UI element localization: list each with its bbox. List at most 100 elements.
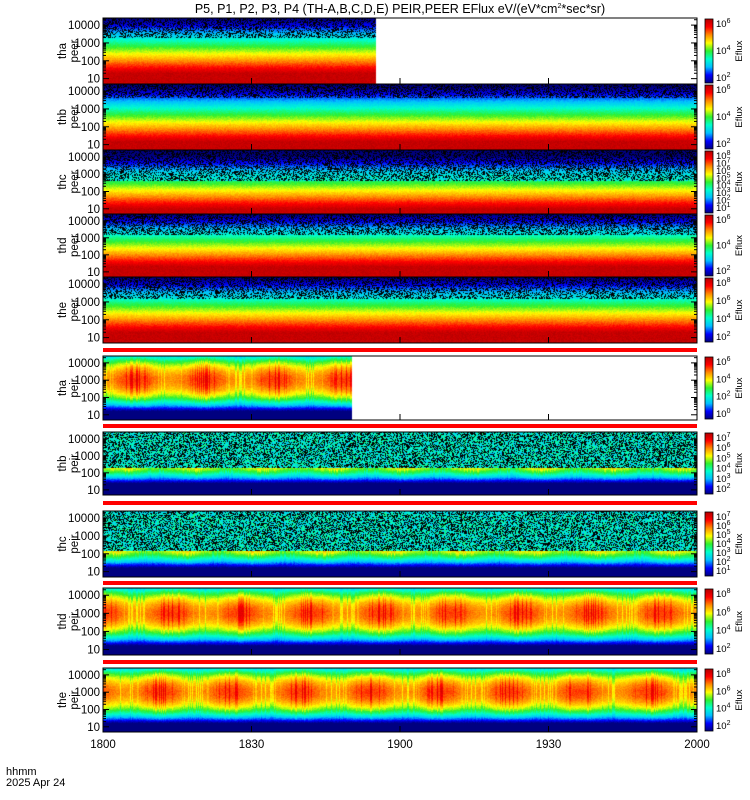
colorbar-tick-label: 108 bbox=[716, 277, 731, 289]
status-bar bbox=[103, 348, 697, 352]
colorbar-tick-label: 106 bbox=[716, 295, 731, 307]
colorbar bbox=[704, 356, 714, 420]
x-tick-label: 2000 bbox=[684, 739, 710, 751]
colorbar-tick-label: 107 bbox=[716, 157, 731, 169]
y-label-probe: tha bbox=[57, 379, 69, 396]
colorbar-tick-label: 104 bbox=[716, 111, 731, 123]
colorbar-tick-label: 103 bbox=[716, 547, 731, 559]
y-tick-label: 10 bbox=[87, 74, 100, 86]
y-tick-label: 1000 bbox=[74, 687, 100, 699]
y-label-probe: thb bbox=[57, 109, 69, 125]
spectrogram-image bbox=[103, 277, 697, 343]
y-tick-label: 1000 bbox=[74, 233, 100, 245]
colorbar-tick-label: 106 bbox=[716, 356, 731, 368]
colorbar-tick-label: 104 bbox=[716, 463, 731, 475]
colorbar bbox=[704, 432, 714, 495]
y-label-species: peir bbox=[69, 378, 81, 397]
colorbar-tick-label: 102 bbox=[716, 391, 731, 403]
y-label-probe: thd bbox=[57, 238, 69, 254]
y-label-probe: the bbox=[57, 692, 69, 708]
y-tick-label: 1000 bbox=[74, 531, 100, 543]
colorbar-tick-label: 106 bbox=[716, 18, 731, 30]
colorbar bbox=[704, 277, 714, 343]
y-tick-label: 10 bbox=[87, 485, 100, 497]
colorbar-tick-label: 101 bbox=[716, 202, 731, 214]
y-tick-label: 100 bbox=[81, 704, 100, 716]
colorbar-label: Eflux bbox=[734, 611, 745, 632]
figure-title: P5, P1, P2, P3, P4 (TH-A,B,C,D,E) PEIR,P… bbox=[195, 2, 605, 16]
colorbar-label: Eflux bbox=[734, 533, 745, 554]
y-tick-label: 10 bbox=[87, 140, 100, 152]
colorbar-tick-label: 106 bbox=[716, 520, 731, 532]
colorbar-tick-label: 104 bbox=[716, 625, 731, 637]
y-label-probe: thb bbox=[57, 456, 69, 472]
x-tick-label: 1800 bbox=[90, 739, 116, 751]
y-label-probe: tha bbox=[57, 42, 69, 59]
y-label-species: peer bbox=[69, 105, 81, 128]
y-tick-label: 1000 bbox=[74, 297, 100, 309]
colorbar-tick-label: 106 bbox=[716, 606, 731, 618]
y-tick-label: 10000 bbox=[68, 434, 100, 446]
time-axis-label-line2: 2025 Apr 24 bbox=[6, 777, 65, 789]
y-label-probe: thd bbox=[57, 614, 69, 630]
y-label-species: peir bbox=[69, 534, 81, 553]
spectrogram-image bbox=[103, 18, 697, 84]
y-label-species: peer bbox=[69, 170, 81, 193]
y-tick-label: 1000 bbox=[74, 608, 100, 620]
spectrogram-image bbox=[103, 84, 697, 150]
y-tick-label: 1000 bbox=[74, 104, 100, 116]
colorbar-tick-label: 108 bbox=[716, 668, 731, 680]
colorbar-tick-label: 106 bbox=[716, 214, 731, 226]
colorbar-tick-label: 105 bbox=[716, 172, 731, 184]
y-tick-label: 10 bbox=[87, 333, 100, 345]
colorbar-tick-label: 102 bbox=[716, 72, 731, 84]
y-tick-label: 10 bbox=[87, 410, 100, 422]
colorbar-label: Eflux bbox=[734, 106, 745, 127]
y-tick-label: 10 bbox=[87, 204, 100, 216]
time-axis-label-line1: hhmm bbox=[6, 766, 37, 778]
spectrogram-image bbox=[103, 432, 697, 495]
y-tick-label: 10000 bbox=[68, 152, 100, 164]
colorbar-tick-label: 103 bbox=[716, 187, 731, 199]
colorbar-tick-label: 103 bbox=[716, 473, 731, 485]
y-tick-label: 10000 bbox=[68, 279, 100, 291]
colorbar-tick-label: 104 bbox=[716, 538, 731, 550]
colorbar-tick-label: 106 bbox=[716, 165, 731, 177]
panel-thc-peir: 10 100 1000 10000 thc peir 1071061051041031021… bbox=[57, 510, 745, 585]
y-tick-label: 10 bbox=[87, 567, 100, 579]
y-label-probe: thc bbox=[57, 174, 69, 190]
colorbar-tick-label: 104 bbox=[716, 240, 731, 252]
status-bar bbox=[103, 660, 697, 664]
y-label-species: peir bbox=[69, 454, 81, 473]
x-tick-label: 1830 bbox=[239, 739, 265, 751]
colorbar-tick-label: 104 bbox=[716, 703, 731, 715]
colorbar-tick-label: 104 bbox=[716, 45, 731, 57]
y-tick-label: 10 bbox=[87, 267, 100, 279]
colorbar bbox=[704, 214, 714, 277]
colorbar-tick-label: 102 bbox=[716, 138, 731, 150]
status-bar bbox=[103, 581, 697, 585]
y-tick-label: 1000 bbox=[74, 375, 100, 387]
spectrogram-image bbox=[103, 511, 697, 577]
colorbar-tick-label: 102 bbox=[716, 265, 731, 277]
y-tick-label: 10000 bbox=[68, 216, 100, 228]
colorbar-tick-label: 104 bbox=[716, 180, 731, 192]
colorbar-tick-label: 107 bbox=[716, 511, 731, 523]
colorbar bbox=[704, 588, 714, 655]
y-tick-label: 100 bbox=[81, 392, 100, 404]
y-tick-label: 100 bbox=[81, 186, 100, 198]
colorbar-label: Eflux bbox=[734, 171, 745, 192]
colorbar bbox=[704, 511, 714, 577]
y-label-species: peir bbox=[69, 612, 81, 631]
colorbar-tick-label: 105 bbox=[716, 452, 731, 464]
colorbar-tick-label: 106 bbox=[716, 442, 731, 454]
spectrogram-image bbox=[103, 214, 697, 277]
y-label-species: peer bbox=[69, 298, 81, 321]
y-tick-label: 10000 bbox=[68, 358, 100, 370]
colorbar-tick-label: 105 bbox=[716, 529, 731, 541]
y-tick-label: 10 bbox=[87, 645, 100, 657]
